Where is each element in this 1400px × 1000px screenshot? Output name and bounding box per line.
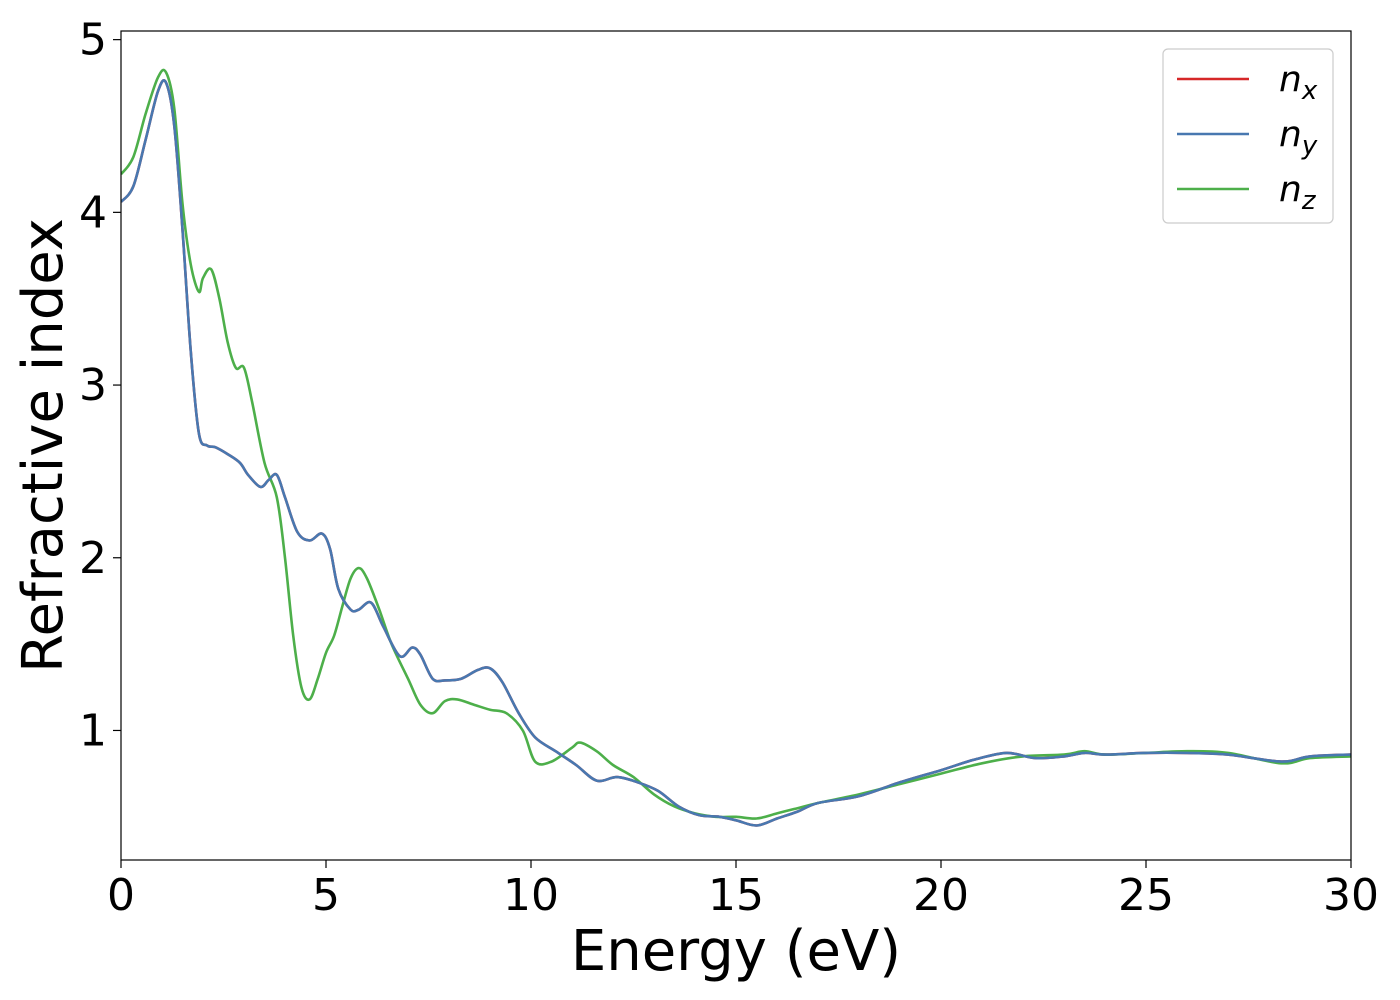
x-tick-label: 5 bbox=[312, 870, 340, 921]
legend-label-main: n bbox=[1279, 59, 1302, 100]
legend-label-main: n bbox=[1279, 169, 1302, 210]
x-tick-label: 15 bbox=[708, 870, 764, 921]
legend-label-subscript: x bbox=[1301, 76, 1318, 106]
legend-label-subscript: z bbox=[1301, 186, 1317, 216]
y-axis: 1 2 3 4 5 bbox=[79, 15, 121, 756]
series-line-ny bbox=[121, 79, 1351, 827]
y-tick-label: 5 bbox=[79, 15, 107, 66]
x-axis: 0 5 10 15 20 25 30 bbox=[107, 860, 1379, 921]
y-tick-label: 3 bbox=[79, 360, 107, 411]
y-tick-label: 4 bbox=[79, 187, 107, 238]
legend-label-subscript: y bbox=[1301, 131, 1318, 161]
y-tick-label: 1 bbox=[79, 705, 107, 756]
x-tick-label: 30 bbox=[1323, 870, 1379, 921]
x-axis-title: Energy (eV) bbox=[571, 919, 901, 984]
y-axis-title: Refractive index bbox=[11, 218, 76, 673]
legend-label-nx: nx bbox=[1279, 59, 1318, 106]
legend-box bbox=[1162, 48, 1334, 224]
legend-label-nz: nz bbox=[1279, 169, 1317, 216]
x-tick-label: 0 bbox=[107, 870, 135, 921]
series-line-nz bbox=[121, 68, 1351, 820]
legend-label-main: n bbox=[1279, 114, 1302, 155]
series-layer bbox=[121, 68, 1351, 827]
x-tick-label: 10 bbox=[503, 870, 559, 921]
x-tick-label: 20 bbox=[913, 870, 969, 921]
y-tick-label: 2 bbox=[79, 533, 107, 584]
x-tick-label: 25 bbox=[1118, 870, 1174, 921]
plot-area bbox=[121, 31, 1351, 860]
legend-label-ny: ny bbox=[1279, 114, 1318, 161]
